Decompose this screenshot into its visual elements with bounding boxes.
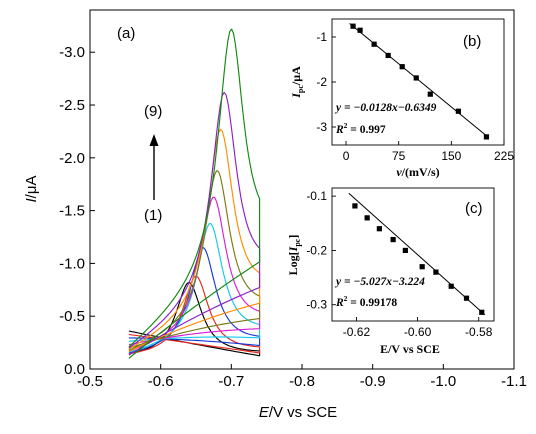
panel-b-marks <box>349 23 490 140</box>
panel-c-equation: y = −5.027x−3.224 <box>334 276 425 288</box>
panel-c-point-3 <box>376 226 382 232</box>
panel-c-point-9 <box>463 295 470 301</box>
panel-a-x-tick-label: -0.6 <box>148 373 174 390</box>
cv-curve-8 <box>128 91 261 356</box>
panel-c-x-tick-label: -0.62 <box>343 325 371 339</box>
panel-a-x-tick-label: -0.9 <box>360 373 386 390</box>
panel-a-x-tick-label: -0.7 <box>218 373 244 390</box>
panel-b-r2: R2 = 0.997 <box>335 121 386 136</box>
cv-curve-7 <box>128 128 261 353</box>
panel-a-label: (a) <box>117 25 135 42</box>
panel-a-cyclic-voltammograms: -0.5 -0.6 -0.7 -0.8 -0.9 -1.0 -1.10.0-0.5-1.0-… <box>23 9 527 421</box>
panel-b-point-6 <box>413 75 419 81</box>
panel-b-point-5 <box>399 64 405 70</box>
panel-c-point-10 <box>479 309 485 315</box>
panel-b-background <box>332 19 504 145</box>
panel-c-label: (c) <box>465 200 483 217</box>
panel-c-y-tick-label: -0.3 <box>306 298 327 312</box>
cv-curve-9 <box>128 28 261 359</box>
panel-c-point-1 <box>352 203 358 209</box>
panel-c-point-4 <box>390 236 396 243</box>
panel-c-fit-line <box>348 192 486 316</box>
panel-b-point-2 <box>357 27 363 33</box>
panel-b-point-3 <box>371 41 377 47</box>
panel-b-point-4 <box>385 52 391 59</box>
panel-b-y-tick-label: -2 <box>316 75 327 89</box>
panel-c-x-tick-label: -0.58 <box>465 325 493 339</box>
panel-b-point-1 <box>350 23 356 29</box>
panel-b-x-axis-label: v/(mV/s) <box>396 165 439 179</box>
panel-b-x-tick-label: 75 <box>392 149 406 163</box>
cv-curve-2 <box>128 275 261 355</box>
panel-a-x-tick-label: -1.1 <box>501 373 527 390</box>
panel-b-y-tick-label: -1 <box>316 30 327 44</box>
panel-c-y-axis-label: Log[Ipc] <box>286 235 302 276</box>
panel-c-r2: R2 = 0.99178 <box>335 294 397 309</box>
panel-b-ticks: 0 75 150 225 -1 -2 -3 <box>316 30 514 163</box>
scan-rate-arrow <box>149 134 159 200</box>
panel-c-x-axis-label: E/V vs SCE <box>380 342 440 356</box>
panel-a-x-tick-label: -0.5 <box>77 373 103 390</box>
panel-b-label: (b) <box>463 33 481 50</box>
panel-b-inset: 0 75 150 225-1-2-3 (b) y = −0.0128x−0.6349 … <box>289 18 514 179</box>
panel-b-x-tick-label: 225 <box>494 149 514 163</box>
panel-c-y-tick-label: -0.1 <box>306 189 327 203</box>
panel-c-marks <box>348 192 486 316</box>
cv-curve-1 <box>128 281 261 357</box>
arrow-top-label: (9) <box>144 103 162 120</box>
panel-b-x-tick-label: 0 <box>343 149 350 163</box>
panel-a-curves <box>128 28 261 359</box>
panel-a-ticks: -0.5 -0.6 -0.7 -0.8 -0.9 -1.0 -1.10.0-0.5-1.0-… <box>59 44 527 390</box>
panel-a-y-tick-label: 0.0 <box>64 361 85 378</box>
panel-a-y-tick-label: -1.5 <box>59 203 85 220</box>
panel-c-point-5 <box>402 247 408 254</box>
panel-c-point-7 <box>433 269 439 275</box>
panel-a-y-tick-label: -1.0 <box>59 255 85 272</box>
panel-b-equation: y = −0.0128x−0.6349 <box>334 102 437 114</box>
panel-b-point-9 <box>483 134 490 140</box>
panel-a-x-tick-label: -0.8 <box>289 373 315 390</box>
panel-c-inset: -0.62 -0.60 -0.58 -0.1 -0.2 -0.3 (c) y = −5.0… <box>286 187 495 356</box>
panel-c-point-8 <box>448 283 454 289</box>
panel-c-point-6 <box>419 264 425 270</box>
panel-a-y-axis-label: I/μA <box>23 176 40 203</box>
panel-c-frame <box>331 187 495 322</box>
panel-c-y-tick-label: -0.2 <box>306 243 327 257</box>
panel-b-y-axis-label: Ipc/μA <box>289 66 305 99</box>
panel-a-x-axis-label: E/V vs SCE <box>259 404 337 421</box>
panel-c-point-2 <box>364 215 370 221</box>
panel-b-x-tick-label: 150 <box>441 149 461 163</box>
panel-b-y-tick-label: -3 <box>316 120 327 134</box>
panel-b-point-7 <box>427 91 433 97</box>
arrow-bottom-label: (1) <box>144 207 162 224</box>
panel-a-y-tick-label: -0.5 <box>59 308 85 325</box>
cv-curve-3 <box>128 247 261 354</box>
panel-a-y-tick-label: -2.5 <box>59 97 85 114</box>
panel-a-x-tick-label: -1.0 <box>430 373 456 390</box>
panel-c-x-tick-label: -0.60 <box>404 325 432 339</box>
panel-a-y-tick-label: -2.0 <box>59 150 85 167</box>
panel-a-y-tick-label: -3.0 <box>59 44 85 61</box>
panel-b-point-8 <box>455 108 461 114</box>
panel-c-ticks: -0.62 -0.60 -0.58 -0.1 -0.2 -0.3 <box>306 189 492 339</box>
